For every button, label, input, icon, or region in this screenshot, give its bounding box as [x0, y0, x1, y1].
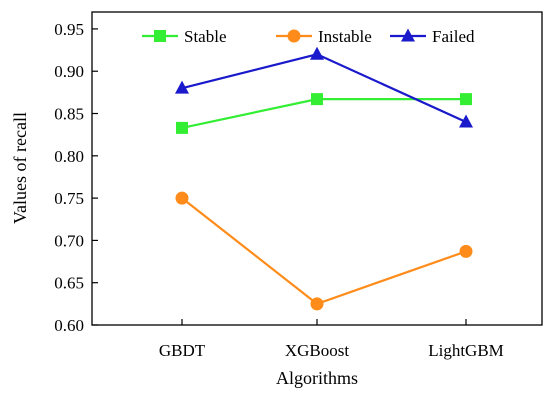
series-line-failed — [181, 53, 467, 123]
y-axis: 0.60 0.65 0.70 0.75 0.80 0.85 0.90 0.95 — [54, 20, 98, 335]
x-tick-label: LightGBM — [428, 341, 504, 360]
legend-item-failed: Failed — [390, 27, 475, 46]
series-stable — [176, 93, 472, 134]
x-axis-title: Algorithms — [276, 368, 358, 388]
data-point-failed — [175, 80, 189, 94]
y-tick-label: 0.95 — [54, 20, 84, 39]
legend-label: Failed — [432, 27, 475, 46]
data-point-instable — [310, 297, 324, 311]
legend-item-stable: Stable — [142, 27, 227, 46]
series-layer — [175, 46, 473, 311]
y-tick-label: 0.90 — [54, 62, 84, 81]
legend-marker-stable — [154, 30, 166, 42]
legend-label: Stable — [184, 27, 227, 46]
data-point-instable — [459, 244, 473, 258]
y-tick-label: 0.60 — [54, 316, 84, 335]
legend-item-instable: Instable — [276, 27, 372, 46]
legend-marker-instable — [287, 29, 301, 43]
x-tick-label: XGBoost — [285, 341, 350, 360]
series-failed — [175, 46, 473, 128]
y-tick-label: 0.85 — [54, 105, 84, 124]
data-point-instable — [175, 191, 189, 205]
data-point-stable — [460, 93, 472, 106]
y-tick-label: 0.80 — [54, 147, 84, 166]
series-instable — [175, 191, 473, 311]
series-line-instable — [181, 197, 467, 306]
x-axis: GBDT XGBoost LightGBM — [159, 319, 504, 360]
x-tick-label: GBDT — [159, 341, 206, 360]
y-axis-title: Values of recall — [10, 112, 30, 224]
legend-label: Instable — [318, 27, 372, 46]
data-point-failed — [310, 46, 324, 60]
data-point-stable — [176, 121, 188, 134]
legend-marker-failed — [401, 28, 415, 42]
data-point-failed — [459, 114, 473, 128]
data-point-stable — [311, 93, 323, 106]
legend: Stable Instable Failed — [142, 27, 475, 46]
y-tick-label: 0.65 — [54, 274, 84, 293]
y-tick-label: 0.70 — [54, 231, 84, 250]
y-tick-label: 0.75 — [54, 189, 84, 208]
